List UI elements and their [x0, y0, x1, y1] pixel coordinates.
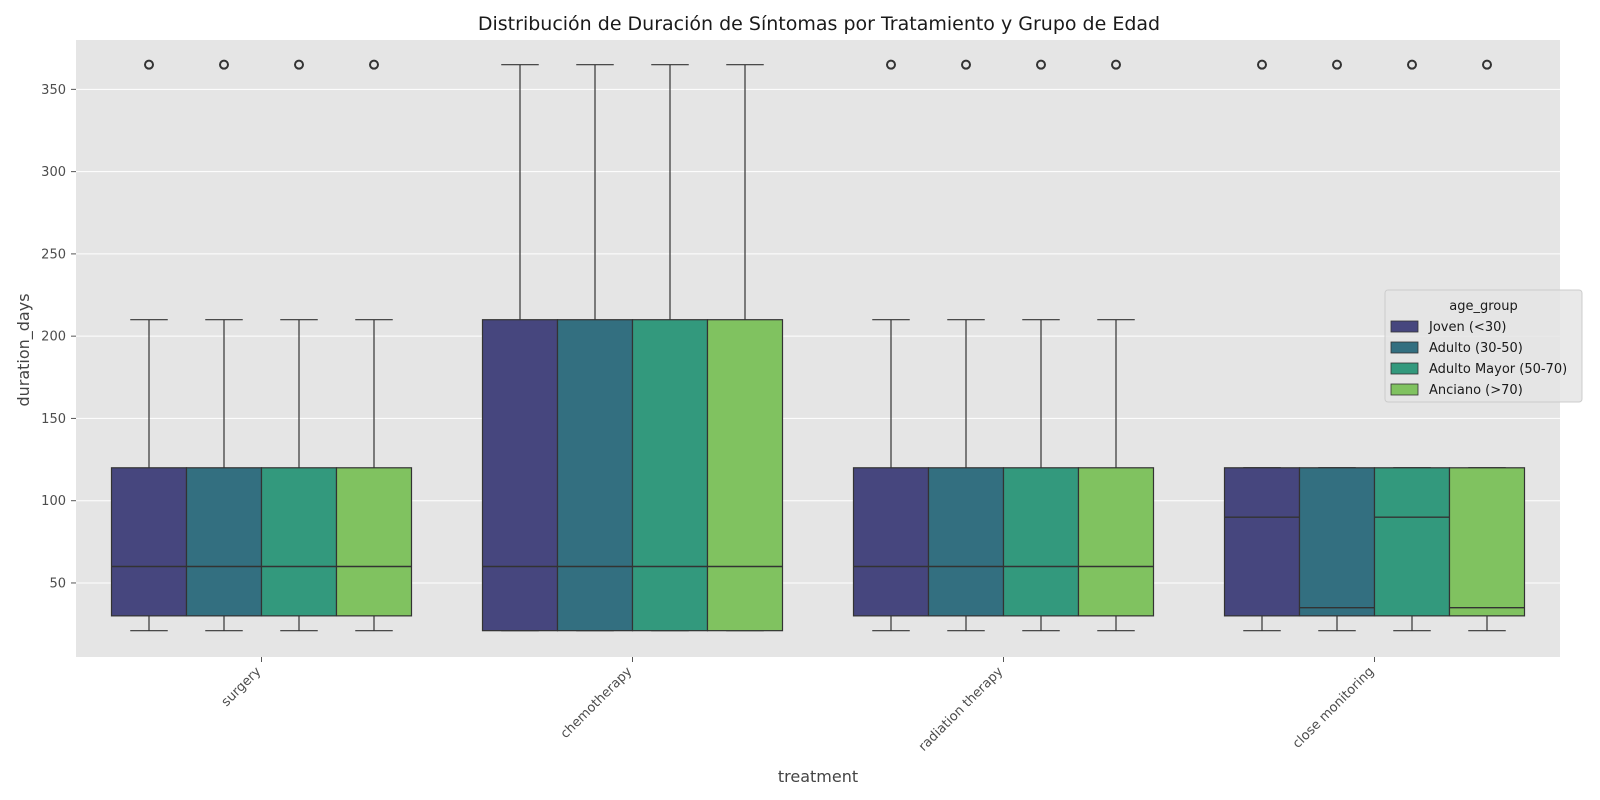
box-2-1: [927, 59, 1005, 632]
iqr-box: [852, 467, 930, 617]
box-1-3: [706, 64, 784, 632]
legend-swatch: [1390, 362, 1419, 375]
y-tick-label: 300: [41, 165, 66, 180]
box-2-3: [1077, 59, 1155, 632]
box-1-2: [631, 64, 709, 632]
x-tick-label: surgery: [219, 664, 265, 710]
box-3-1: [1298, 59, 1376, 632]
outlier-point: [1036, 59, 1046, 70]
iqr-box: [110, 467, 188, 617]
outlier-point: [1111, 59, 1121, 70]
legend: age_group Joven (<30) Adulto (30-50) Adult…: [1384, 289, 1583, 403]
iqr-box: [631, 319, 709, 632]
x-tick-label: close monitoring: [1290, 664, 1377, 751]
y-tick-label: 200: [41, 330, 66, 345]
x-tick-label: chemotherapy: [558, 664, 636, 742]
outlier-point: [144, 59, 154, 70]
x-axis-label: treatment: [778, 767, 858, 786]
outlier-point: [1407, 59, 1417, 70]
y-tick-label: 150: [41, 412, 66, 427]
legend-swatch: [1390, 341, 1419, 354]
y-tick-label: 350: [41, 83, 66, 98]
outlier-point: [886, 59, 896, 70]
outlier-point: [294, 59, 304, 70]
chart-title: Distribución de Duración de Síntomas por…: [478, 13, 1160, 35]
box-0-2: [260, 59, 338, 632]
box-0-3: [335, 59, 413, 632]
box-1-1: [556, 64, 634, 632]
legend-swatch: [1390, 320, 1419, 333]
legend-label: Adulto (30-50): [1429, 341, 1523, 356]
iqr-box: [481, 319, 559, 632]
box-0-0: [110, 59, 188, 632]
box-marks: [110, 59, 1526, 632]
outlier-point: [1257, 59, 1267, 70]
y-axis-ticks: 50 100 150 200 250 300 350: [41, 83, 76, 591]
outlier-point: [219, 59, 229, 70]
legend-label: Joven (<30): [1428, 320, 1506, 335]
outlier-point: [1332, 59, 1342, 70]
iqr-box: [1077, 467, 1155, 617]
legend-label: Anciano (>70): [1429, 383, 1523, 398]
y-tick-label: 100: [41, 494, 66, 509]
box-3-2: [1373, 59, 1451, 632]
y-tick-label: 250: [41, 247, 66, 262]
box-3-3: [1448, 59, 1526, 632]
y-axis-label: duration_days: [14, 293, 34, 406]
legend-label: Adulto Mayor (50-70): [1429, 362, 1567, 377]
legend-frame: [1384, 289, 1583, 403]
iqr-box: [335, 467, 413, 617]
iqr-box: [260, 467, 338, 617]
iqr-box: [927, 467, 1005, 617]
iqr-box: [1002, 467, 1080, 617]
iqr-box: [706, 319, 784, 632]
x-tick-label: radiation therapy: [916, 664, 1007, 755]
outlier-point: [369, 59, 379, 70]
x-axis-ticks: surgery chemotherapy radiation therapy clos…: [219, 657, 1377, 755]
legend-title: age_group: [1449, 299, 1517, 314]
iqr-box: [1373, 467, 1451, 617]
outlier-point: [961, 59, 971, 70]
box-3-0: [1223, 59, 1301, 632]
outlier-point: [1482, 59, 1492, 70]
legend-swatch: [1390, 383, 1419, 396]
box-2-2: [1002, 59, 1080, 632]
box-0-1: [185, 59, 263, 632]
y-tick-label: 50: [49, 576, 66, 591]
iqr-box: [1223, 467, 1301, 617]
iqr-box: [1448, 467, 1526, 617]
iqr-box: [556, 319, 634, 632]
iqr-box: [1298, 467, 1376, 617]
iqr-box: [185, 467, 263, 617]
